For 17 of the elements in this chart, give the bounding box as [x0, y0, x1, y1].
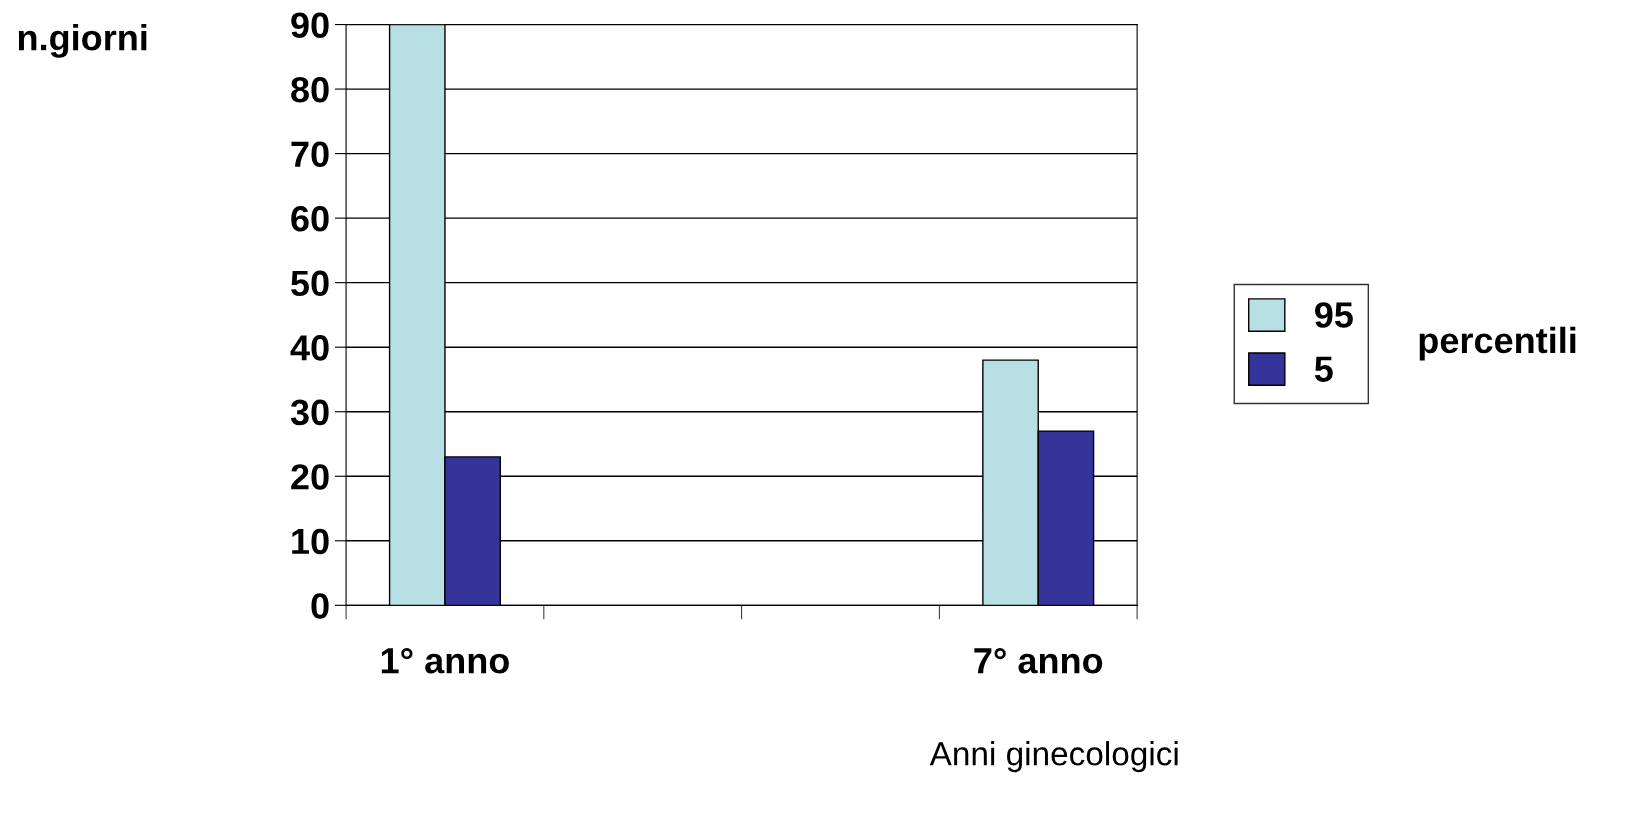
y-tick-label: 90	[291, 12, 329, 38]
legend-label: 5	[1314, 356, 1333, 382]
y-tick-label: 40	[290, 335, 329, 361]
y-tick-label: 80	[291, 76, 329, 103]
y-tick-label: 0	[311, 593, 329, 619]
x-axis-title: Anni ginecologici	[929, 741, 1178, 773]
y-tick-label: 30	[290, 399, 329, 426]
y-tick-label: 60	[291, 206, 329, 232]
legend-title: percentili	[1419, 326, 1576, 361]
y-tick-label: 20	[291, 464, 329, 490]
y-tick-label: 10	[292, 528, 329, 555]
x-tick-label: 7° anno	[974, 648, 1103, 674]
x-tick-label: 1° anno	[381, 648, 509, 674]
y-tick-label: 50	[291, 270, 329, 297]
y-tick-label: 70	[291, 141, 329, 168]
y-axis-title: n.giorni	[18, 23, 147, 58]
legend-label: 95	[1314, 302, 1353, 328]
